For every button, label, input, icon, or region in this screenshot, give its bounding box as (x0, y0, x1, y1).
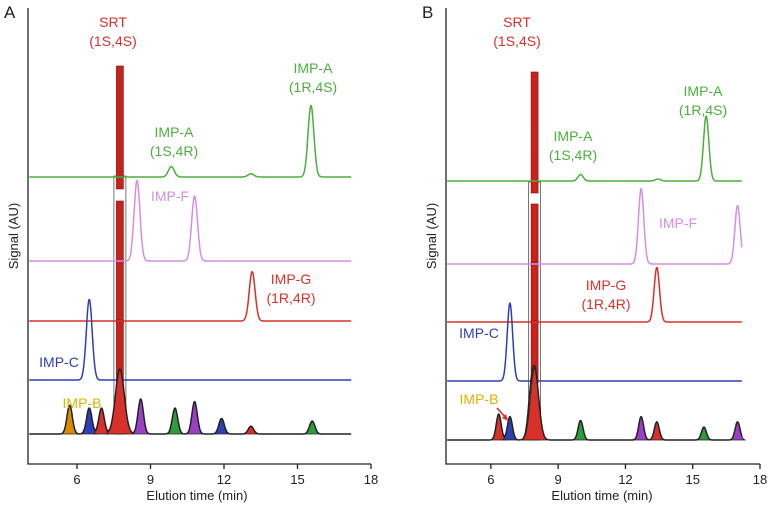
panel-a-tick-label: 15 (290, 472, 304, 487)
annotation-imp-b: IMP-B (460, 391, 499, 407)
annotation-imp-f: IMP-F (151, 188, 189, 204)
srt-peak-segment (116, 260, 124, 324)
panel-b-x-axis-label: Elution time (min) (551, 488, 652, 503)
annotation-srt-config: (1S,4S) (493, 33, 540, 49)
annotation-imp-a-1r4s-name: IMP-A (684, 83, 724, 99)
panel-a-annotations: SRT (1S,4S) IMP-A (1S,4R) IMP-A (1R,4S) … (39, 14, 337, 411)
annotation-imp-b: IMP-B (63, 395, 102, 411)
panel-b-axes (445, 8, 760, 465)
panel-b-trace-imp-f (446, 188, 743, 265)
panel-b-trace-imp-g (446, 266, 743, 323)
panel-a-tick-label: 6 (73, 472, 80, 487)
annotation-imp-c: IMP-C (459, 325, 499, 341)
panel-a-trace-imp-g (28, 270, 352, 322)
panel-b-trace-imp-a (446, 115, 743, 182)
panel-a-y-axis-label: Signal (AU) (6, 203, 21, 269)
panel-a-axes (27, 8, 371, 465)
panel-label-b: B (422, 3, 433, 22)
mixture-trace-line (446, 364, 743, 441)
annotation-imp-a-1s4r-config: (1S,4R) (150, 143, 198, 159)
srt-peak-segment (530, 203, 539, 267)
panel-b-y-axis-label: Signal (AU) (424, 203, 439, 269)
srt-peak-segment (530, 261, 539, 325)
panel-b-tick-label: 9 (555, 472, 562, 487)
annotation-imp-a-1s4r-name: IMP-A (554, 128, 594, 144)
panel-a-trace-imp-c (28, 298, 352, 381)
annotation-imp-g-config: (1R,4R) (266, 290, 315, 306)
panel-b-trace-mixture (446, 364, 746, 441)
panel-b-annotations: SRT (1S,4S) IMP-A (1S,4R) IMP-A (1R,4S) … (459, 14, 727, 421)
panel-b-tick-label: 15 (685, 472, 699, 487)
annotation-srt-config: (1S,4S) (89, 33, 136, 49)
annotation-imp-a-1r4s-name: IMP-A (294, 60, 334, 76)
annotation-imp-g-name: IMP-G (271, 271, 311, 287)
panel-a-trace-imp-a (28, 104, 352, 178)
mixture-trace-line (28, 368, 352, 435)
panel-b-tick-label: 6 (487, 472, 494, 487)
panel-label-a: A (4, 3, 16, 22)
panel-a-trace-imp-f (28, 179, 352, 262)
annotation-imp-a-1r4s-config: (1R,4S) (679, 102, 727, 118)
srt-peak-segment (116, 200, 124, 264)
panel-b-trace-imp-c (446, 302, 743, 382)
panel-b-tick-label: 18 (753, 472, 767, 487)
panel-a-tick-label: 9 (147, 472, 154, 487)
panel-a-tick-label: 18 (364, 472, 378, 487)
panel-a-tick-label: 12 (217, 472, 231, 487)
annotation-imp-a-1s4r-config: (1S,4R) (549, 147, 597, 163)
annotation-imp-g-name: IMP-G (586, 277, 626, 293)
panel-a-x-axis-label: Elution time (min) (146, 488, 247, 503)
panel-b-x-ticks: 6 9 12 15 18 (487, 464, 767, 487)
annotation-imp-a-1s4r-name: IMP-A (155, 124, 195, 140)
panel-a-trace-mixture (28, 368, 352, 435)
annotation-srt-name: SRT (99, 14, 127, 30)
imp-b-arrow-head (502, 414, 508, 421)
panel-a-x-ticks: 6 9 12 15 18 (73, 464, 378, 487)
annotation-imp-g-config: (1R,4R) (581, 296, 630, 312)
panel-b: B Signal (AU) Elution time (min) 6 9 12 … (422, 3, 767, 503)
annotation-srt-name: SRT (503, 14, 531, 30)
annotation-imp-f: IMP-F (659, 215, 697, 231)
panel-b-tick-label: 12 (618, 472, 632, 487)
annotation-imp-c: IMP-C (39, 354, 79, 370)
srt-peak-segment (530, 71, 539, 194)
annotation-imp-a-1r4s-config: (1R,4S) (289, 79, 337, 95)
panel-a-traces (28, 104, 352, 435)
srt-peak-segment (116, 65, 124, 190)
panel-b-traces (446, 115, 746, 441)
panel-a: A Signal (AU) Elution time (min) 6 9 12 … (4, 3, 378, 503)
